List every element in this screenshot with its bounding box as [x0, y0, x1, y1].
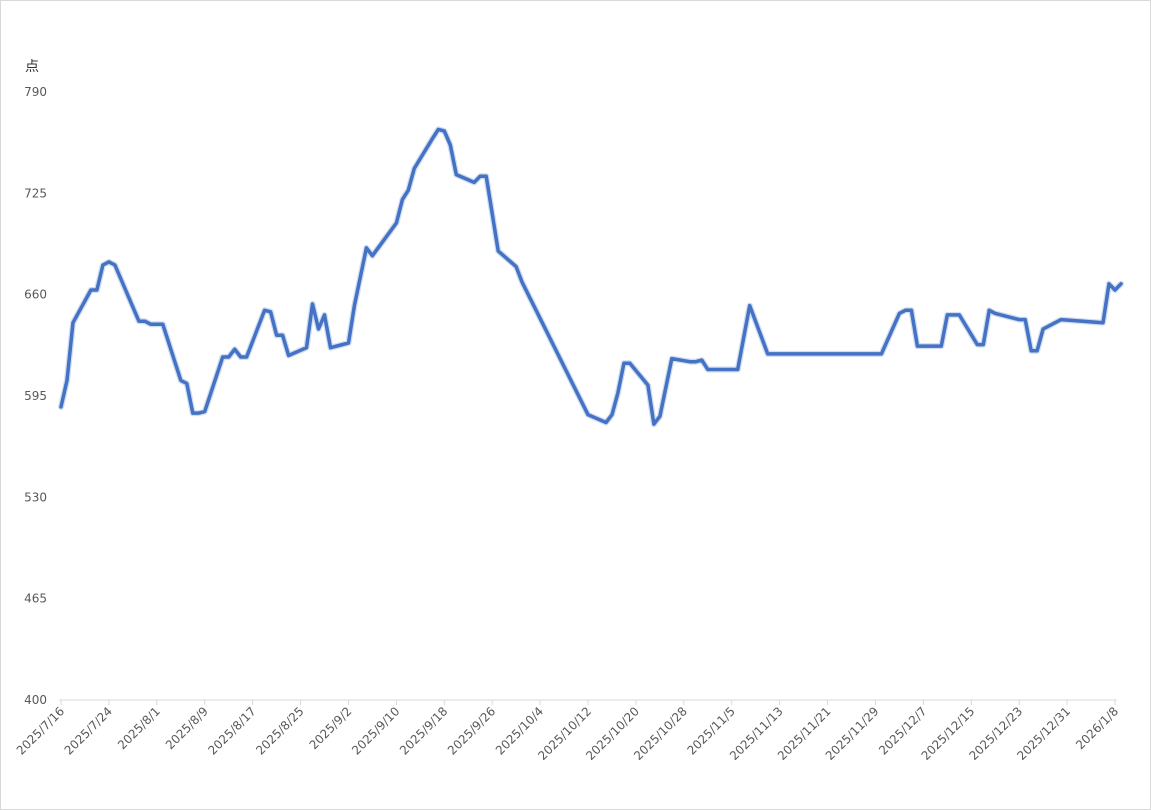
x-tick-label: 2025/8/25	[253, 704, 306, 757]
y-tick-label: 465	[24, 592, 47, 606]
x-tick-label: 2025/8/1	[115, 704, 163, 752]
series-line	[59, 127, 1123, 426]
y-axis: 400 465 530 595 660 725 790	[24, 85, 47, 707]
y-tick-label: 790	[24, 85, 47, 99]
x-tick-label: 2025/9/10	[349, 704, 402, 757]
y-tick-label: 530	[24, 490, 47, 504]
x-tick-label: 2025/8/17	[205, 704, 258, 757]
x-tick-label: 2025/8/9	[163, 704, 211, 752]
series-line-shadow	[58, 126, 1124, 428]
x-tick-label: 2025/9/2	[307, 704, 355, 752]
x-tick-label: 2026/1/8	[1073, 704, 1121, 752]
y-tick-label: 595	[24, 389, 47, 403]
x-tick-label: 2025/7/24	[62, 704, 115, 757]
y-tick-label: 400	[24, 693, 47, 707]
x-tick-label: 2025/7/16	[14, 704, 67, 757]
series-layer	[58, 126, 1124, 428]
y-tick-label: 660	[24, 288, 47, 302]
x-tick-label: 2025/9/18	[397, 704, 450, 757]
x-tick-label: 2025/9/26	[445, 704, 498, 757]
y-axis-unit-label: 点	[25, 59, 39, 75]
y-tick-label: 725	[24, 186, 47, 200]
